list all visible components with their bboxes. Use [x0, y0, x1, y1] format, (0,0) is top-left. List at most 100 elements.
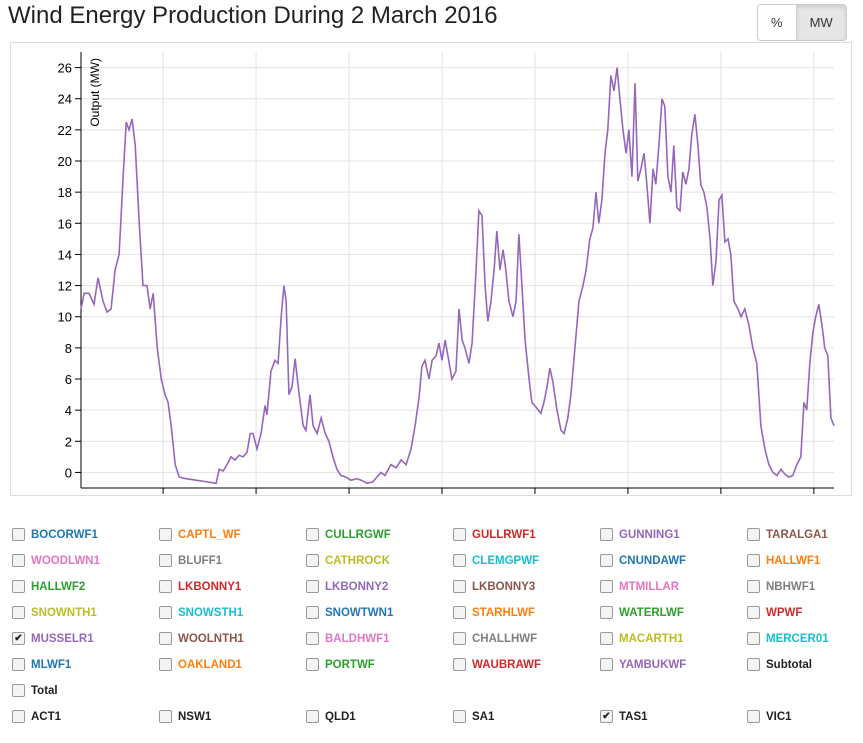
checkbox[interactable]	[600, 632, 613, 645]
checkbox[interactable]	[159, 580, 172, 593]
checkbox-label[interactable]: NBHWF1	[766, 580, 816, 593]
checkbox[interactable]	[453, 710, 466, 723]
checkbox-label[interactable]: MUSSELR1	[31, 632, 94, 645]
checkbox-item[interactable]: LKBONNY2	[306, 580, 388, 593]
checkbox[interactable]	[159, 554, 172, 567]
checkbox-item[interactable]: CATHROCK	[306, 554, 390, 567]
checkbox[interactable]	[306, 658, 319, 671]
checkbox-label[interactable]: CAPTL_WF	[178, 528, 241, 541]
checkbox-label[interactable]: GULLRWF1	[472, 528, 536, 541]
checkbox[interactable]	[12, 554, 25, 567]
checkbox-label[interactable]: CNUNDAWF	[619, 554, 687, 567]
checkbox-item[interactable]: WOOLNTH1	[159, 632, 244, 645]
checkbox-item[interactable]: SNOWSTH1	[159, 606, 243, 619]
checkbox-label[interactable]: CATHROCK	[325, 554, 390, 567]
checkbox-item[interactable]: WAUBRAWF	[453, 658, 541, 671]
checkbox-item[interactable]: YAMBUKWF	[600, 658, 686, 671]
checkbox-item[interactable]: WATERLWF	[600, 606, 684, 619]
checkbox[interactable]	[159, 632, 172, 645]
checkbox-label[interactable]: WPWF	[766, 606, 803, 619]
checkbox-label[interactable]: QLD1	[325, 710, 356, 723]
checkbox[interactable]	[600, 554, 613, 567]
checkbox-label[interactable]: Subtotal	[766, 658, 812, 671]
checkbox-label[interactable]: BLUFF1	[178, 554, 223, 567]
checkbox-label[interactable]: TAS1	[619, 710, 648, 723]
checkbox-item[interactable]: CNUNDAWF	[600, 554, 686, 567]
checkbox-label[interactable]: LKBONNY1	[178, 580, 242, 593]
checkbox-item[interactable]: MACARTH1	[600, 632, 684, 645]
checkbox-label[interactable]: TARALGA1	[766, 528, 828, 541]
checkbox-item[interactable]: WOODLWN1	[12, 554, 100, 567]
checkbox-item[interactable]: QLD1	[306, 710, 356, 723]
checkbox-label[interactable]: MLWF1	[31, 658, 72, 671]
checkbox-item[interactable]: CAPTL_WF	[159, 528, 241, 541]
checkbox[interactable]	[159, 658, 172, 671]
checkbox-label[interactable]: BOCORWF1	[31, 528, 98, 541]
checkbox-label[interactable]: SNOWTWN1	[325, 606, 394, 619]
checkbox-label[interactable]: SNOWSTH1	[178, 606, 244, 619]
checkbox[interactable]	[306, 710, 319, 723]
checkbox-item[interactable]: MTMILLAR	[600, 580, 679, 593]
checkbox-item[interactable]: HALLWF2	[12, 580, 85, 593]
checkbox-item[interactable]: BALDHWF1	[306, 632, 390, 645]
checkbox-item[interactable]: Subtotal	[747, 658, 812, 671]
checkbox-label[interactable]: SNOWNTH1	[31, 606, 97, 619]
checkbox[interactable]	[747, 606, 760, 619]
checkbox-label[interactable]: HALLWF1	[766, 554, 821, 567]
checkbox[interactable]	[600, 658, 613, 671]
checkbox-item[interactable]: GULLRWF1	[453, 528, 536, 541]
checkbox-label[interactable]: MTMILLAR	[619, 580, 680, 593]
checkbox[interactable]	[306, 554, 319, 567]
checkbox[interactable]	[12, 658, 25, 671]
checkbox-item[interactable]: ✔ TAS1	[600, 710, 648, 723]
checkbox[interactable]: ✔	[600, 710, 613, 723]
checkbox-label[interactable]: LKBONNY2	[325, 580, 389, 593]
checkbox[interactable]	[747, 528, 760, 541]
checkbox[interactable]	[453, 528, 466, 541]
checkbox-item[interactable]: NSW1	[159, 710, 211, 723]
checkbox-item[interactable]: SNOWTWN1	[306, 606, 393, 619]
checkbox[interactable]	[600, 580, 613, 593]
checkbox-label[interactable]: GUNNING1	[619, 528, 680, 541]
checkbox[interactable]	[306, 528, 319, 541]
checkbox-label[interactable]: NSW1	[178, 710, 212, 723]
checkbox[interactable]	[159, 606, 172, 619]
checkbox-item[interactable]: STARHLWF	[453, 606, 535, 619]
checkbox-item[interactable]: MLWF1	[12, 658, 71, 671]
checkbox-label[interactable]: LKBONNY3	[472, 580, 536, 593]
checkbox[interactable]	[453, 580, 466, 593]
checkbox-label[interactable]: WATERLWF	[619, 606, 684, 619]
checkbox-label[interactable]: YAMBUKWF	[619, 658, 687, 671]
checkbox[interactable]: ✔	[12, 632, 25, 645]
checkbox[interactable]	[12, 606, 25, 619]
checkbox-label[interactable]: WOOLNTH1	[178, 632, 244, 645]
checkbox-item[interactable]: WPWF	[747, 606, 802, 619]
checkbox-label[interactable]: WAUBRAWF	[472, 658, 541, 671]
checkbox[interactable]	[159, 528, 172, 541]
checkbox-item[interactable]: BLUFF1	[159, 554, 222, 567]
checkbox[interactable]	[306, 580, 319, 593]
checkbox-item[interactable]: HALLWF1	[747, 554, 820, 567]
checkbox-item[interactable]: CULLRGWF	[306, 528, 391, 541]
checkbox-label[interactable]: HALLWF2	[31, 580, 86, 593]
unit-button[interactable]: %	[758, 5, 797, 40]
checkbox-label[interactable]: STARHLWF	[472, 606, 536, 619]
checkbox[interactable]	[12, 684, 25, 697]
checkbox-item[interactable]: CLEMGPWF	[453, 554, 539, 567]
checkbox[interactable]	[12, 710, 25, 723]
checkbox-item[interactable]: NBHWF1	[747, 580, 815, 593]
checkbox-label[interactable]: CHALLHWF	[472, 632, 538, 645]
checkbox-item[interactable]: BOCORWF1	[12, 528, 98, 541]
checkbox-label[interactable]: OAKLAND1	[178, 658, 242, 671]
checkbox-item[interactable]: CHALLHWF	[453, 632, 537, 645]
checkbox-item[interactable]: ACT1	[12, 710, 61, 723]
checkbox-label[interactable]: Total	[31, 684, 58, 697]
checkbox[interactable]	[306, 632, 319, 645]
checkbox[interactable]	[747, 658, 760, 671]
checkbox-item[interactable]: SA1	[453, 710, 494, 723]
checkbox-item[interactable]: LKBONNY1	[159, 580, 241, 593]
checkbox[interactable]	[12, 528, 25, 541]
checkbox-label[interactable]: CLEMGPWF	[472, 554, 540, 567]
checkbox[interactable]	[453, 606, 466, 619]
checkbox-item[interactable]: ✔ MUSSELR1	[12, 632, 94, 645]
